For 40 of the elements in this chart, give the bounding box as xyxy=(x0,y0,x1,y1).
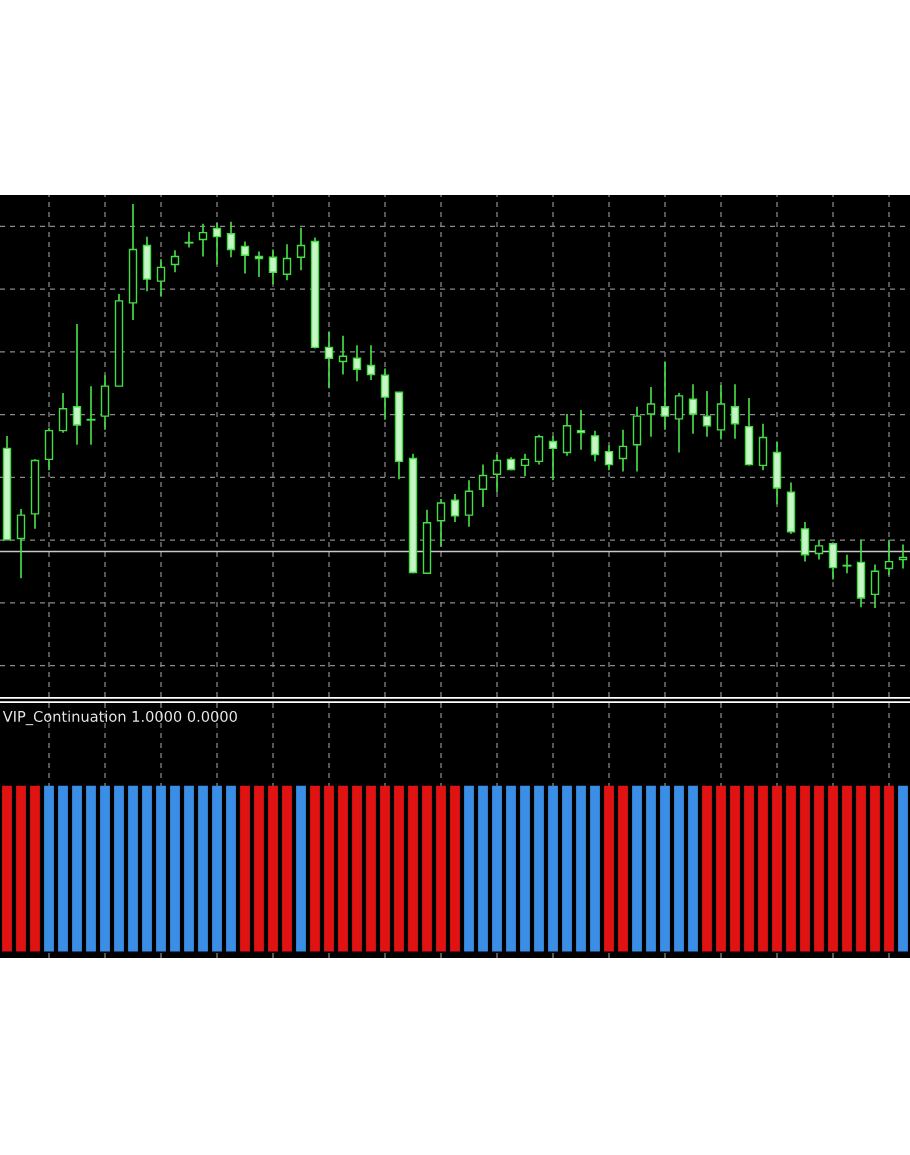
candlestick xyxy=(688,383,698,435)
candlestick xyxy=(842,553,852,575)
candlestick xyxy=(58,392,68,434)
candlestick xyxy=(352,344,362,383)
candlestick xyxy=(464,479,474,528)
candlestick xyxy=(828,542,838,581)
candlestick xyxy=(674,392,684,454)
candlestick xyxy=(604,444,614,472)
candlestick xyxy=(296,226,306,272)
candlestick xyxy=(450,493,460,523)
candlestick xyxy=(478,463,488,508)
candlestick xyxy=(212,222,222,266)
candlestick xyxy=(814,538,824,561)
candlestick xyxy=(324,330,334,390)
candlestick xyxy=(380,367,390,421)
candlestick xyxy=(86,385,96,446)
candlestick xyxy=(268,248,278,286)
candlestick xyxy=(590,429,600,463)
candlestick xyxy=(548,435,558,482)
chart-title: VIP_Continuation 1.0000 0.0000 xyxy=(2,710,237,726)
candlestick xyxy=(730,383,740,440)
candlestick xyxy=(366,344,376,381)
candlestick xyxy=(520,452,530,478)
candlestick xyxy=(618,428,628,473)
candlestick xyxy=(226,220,236,259)
candlestick xyxy=(884,538,894,577)
candlestick xyxy=(282,243,292,282)
candlestick xyxy=(240,240,250,275)
candlestick xyxy=(16,508,26,580)
candlestick xyxy=(198,222,208,258)
candlestick xyxy=(170,249,180,274)
candlestick xyxy=(436,498,446,548)
candlestick xyxy=(646,386,656,438)
candlestick xyxy=(72,323,82,446)
candlestick xyxy=(660,360,670,431)
candlestick xyxy=(702,390,712,438)
candlestick xyxy=(156,258,166,297)
candlestick xyxy=(184,230,194,249)
candlestick xyxy=(492,453,502,493)
candlestick xyxy=(870,563,880,609)
